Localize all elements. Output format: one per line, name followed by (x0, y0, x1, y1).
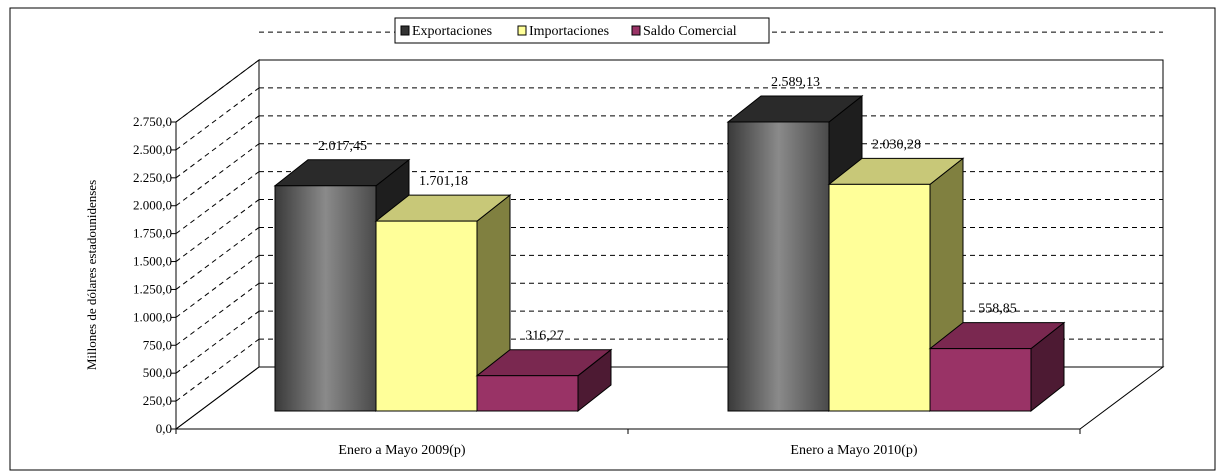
y-tick-label: 2.250,0 (133, 170, 172, 185)
y-tick-label: 250,0 (143, 393, 172, 408)
y-tick-label: 2.500,0 (133, 142, 172, 157)
legend-box (394, 17, 770, 44)
y-tick-label: 750,0 (143, 337, 172, 352)
data-label: 2.017,45 (318, 139, 367, 154)
data-label: 558,85 (978, 302, 1017, 317)
data-labels: 2.017,45 1.701,18 316,27 2.589,13 2.030,28 55… (318, 75, 1017, 344)
legend-label: Importaciones (529, 24, 609, 39)
data-label: 1.701,18 (419, 174, 468, 189)
legend: Exportaciones Importaciones Saldo Comercia… (394, 17, 770, 44)
y-tick-label: 2.000,0 (133, 198, 172, 213)
y-tick-label: 2.750,0 (133, 114, 172, 129)
y-tick-label: 0,0 (156, 421, 172, 436)
x-tick-label: Enero a Mayo 2009(p) (338, 443, 465, 458)
bar (828, 183, 931, 412)
y-tick-label: 1.000,0 (133, 309, 172, 324)
bar (274, 185, 377, 412)
bar (476, 375, 579, 412)
data-label: 316,27 (525, 329, 564, 344)
legend-swatch (517, 25, 527, 36)
y-axis-label: Millones de dólares estadounidenses (84, 180, 99, 370)
legend-swatch (400, 25, 410, 36)
bar (375, 220, 478, 412)
y-tick-label: 1.500,0 (133, 254, 172, 269)
bars (273, 94, 1066, 413)
x-axis: Enero a Mayo 2009(p) Enero a Mayo 2010(p) (175, 428, 1081, 458)
legend-label: Saldo Comercial (643, 24, 737, 39)
bar (929, 348, 1032, 412)
legend-swatch (631, 25, 641, 36)
y-axis: 0,0 250,0 500,0 750,0 1.000,0 1.250,0 1.500,0 1… (133, 114, 177, 436)
data-label: 2.589,13 (771, 75, 820, 90)
legend-label: Exportaciones (412, 24, 492, 39)
bar (727, 121, 830, 412)
data-label: 2.030,28 (872, 137, 921, 152)
side-wall (175, 59, 260, 430)
x-tick-label: Enero a Mayo 2010(p) (790, 443, 917, 458)
y-tick-label: 1.250,0 (133, 281, 172, 296)
y-tick-label: 500,0 (143, 365, 172, 380)
y-tick-label: 1.750,0 (133, 226, 172, 241)
